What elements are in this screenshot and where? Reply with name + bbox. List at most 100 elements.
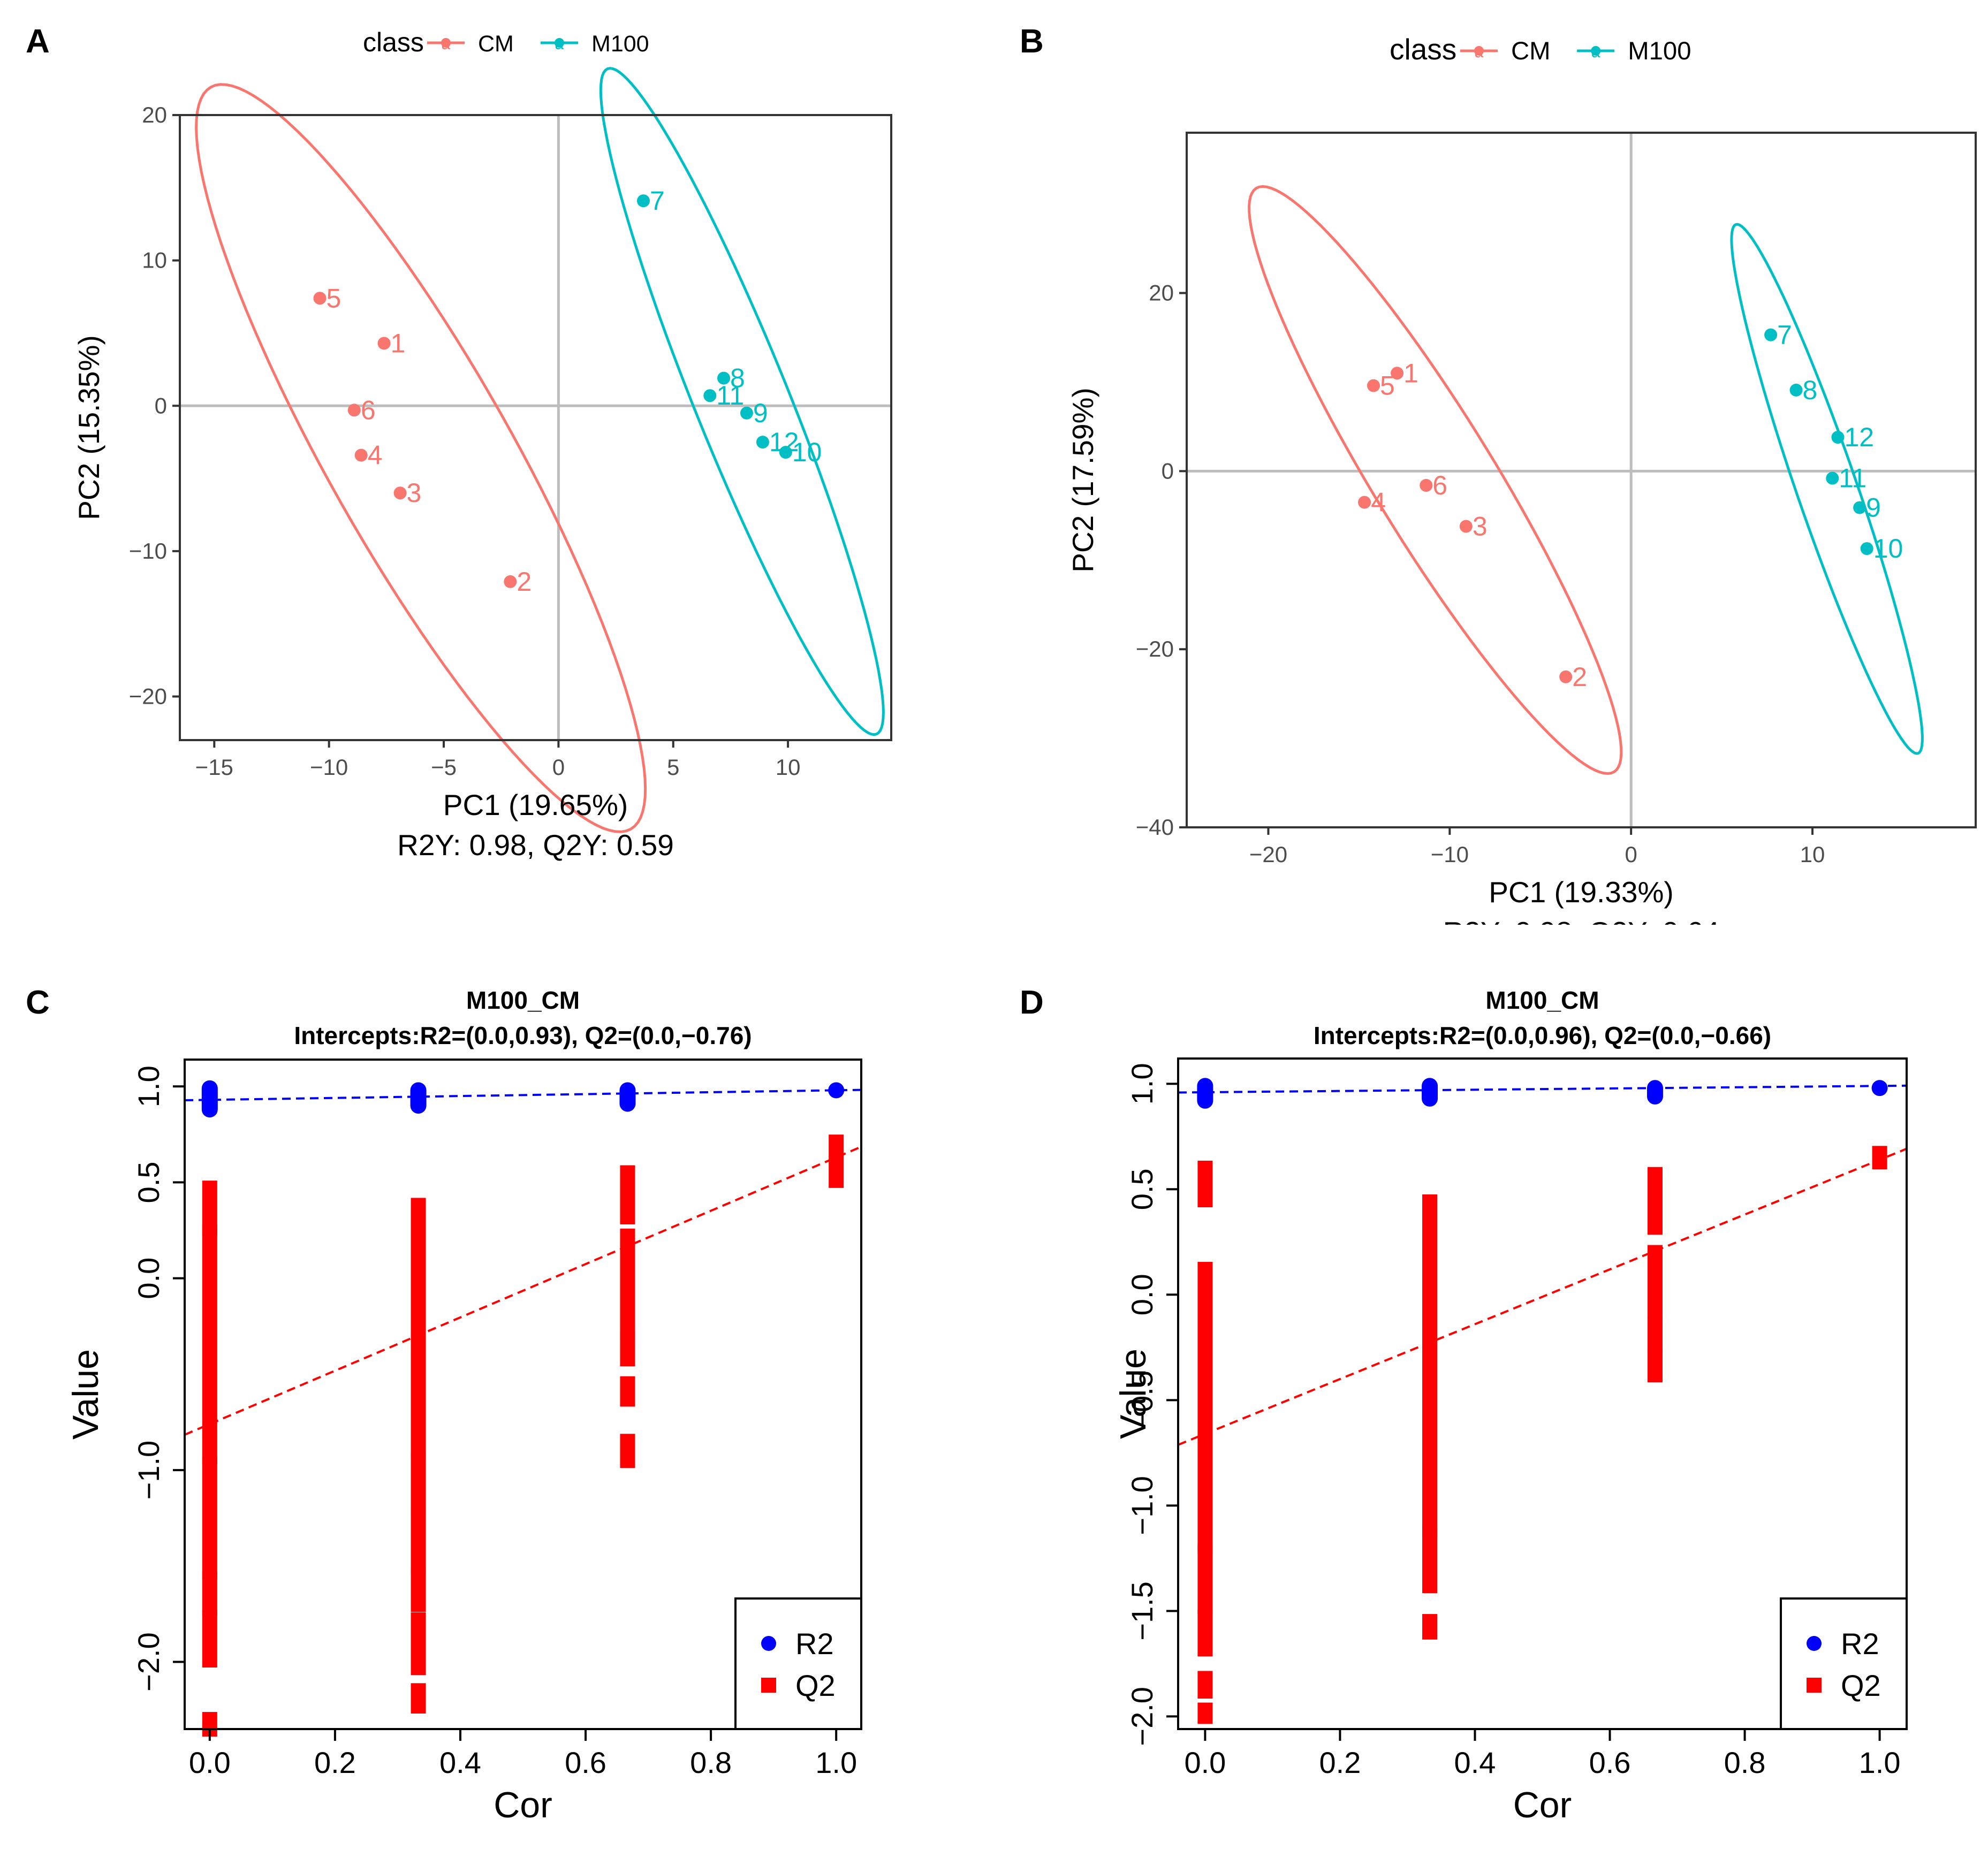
y-tick-label: −1.5 [1125, 1581, 1159, 1641]
sample-label-7: 7 [1777, 320, 1792, 350]
q2-mark [1872, 1146, 1887, 1170]
sample-point-3 [1459, 520, 1473, 533]
r2-mark [1197, 1078, 1213, 1109]
sample-label-10: 10 [792, 437, 822, 467]
y-tick-label: −2.0 [1125, 1687, 1159, 1746]
y-tick-label: −40 [1136, 814, 1174, 840]
r2-mark [201, 1080, 218, 1118]
legend-title: class [1390, 33, 1456, 66]
x-tick-label: 1.0 [1859, 1746, 1901, 1779]
r2-mark [410, 1082, 427, 1114]
legend-key-r2 [761, 1636, 776, 1651]
legend-key-r2 [1807, 1636, 1822, 1651]
x-tick-label: 10 [776, 755, 801, 780]
permutation-plot-c: C M100_CM Intercepts:R2=(0.0,0.93), Q2=(0.… [26, 984, 862, 1825]
q2-mark [620, 1376, 635, 1407]
x-axis-title: Cor [494, 1785, 552, 1825]
x-tick-label: 0 [552, 755, 565, 780]
sample-label-3: 3 [407, 478, 422, 508]
legend-key-point-cm [1474, 46, 1484, 56]
q2-mark [1422, 1194, 1438, 1536]
legend-key-q2 [761, 1678, 776, 1693]
y-tick-label: −2.0 [132, 1632, 165, 1692]
q2-mark [1197, 1160, 1213, 1207]
x-tick-label: 0.2 [1319, 1746, 1361, 1779]
sample-label-3: 3 [1473, 512, 1488, 542]
legend-key-point-m100 [1591, 46, 1601, 56]
q2-mark [202, 1224, 217, 1464]
sample-label-6: 6 [361, 395, 376, 425]
q2-mark [1647, 1348, 1663, 1383]
legend-box [1780, 1597, 1908, 1730]
x-tick-label: 1.0 [815, 1746, 857, 1779]
legend-box [734, 1597, 862, 1730]
q2-mark [411, 1453, 426, 1512]
sample-point-10 [1860, 542, 1873, 555]
legend-key-glyph: a [1591, 43, 1600, 61]
sample-label-5: 5 [1380, 371, 1395, 401]
r2-regression-line [1178, 1084, 1907, 1094]
q2-mark [620, 1228, 635, 1340]
y-tick-label: 20 [142, 102, 167, 127]
y-tick-label: 0 [155, 393, 167, 418]
sample-point-1 [377, 337, 391, 350]
sample-label-12: 12 [769, 427, 799, 457]
plot-title: M100_CM [466, 986, 580, 1014]
x-tick-label: −10 [1431, 842, 1469, 867]
confidence-ellipse-m100 [1730, 223, 1924, 755]
x-tick-label: 0.4 [439, 1746, 481, 1779]
q2-mark [1197, 1610, 1213, 1657]
sample-point-8 [1789, 383, 1803, 397]
r2-mark [1871, 1080, 1888, 1097]
sample-point-10 [779, 446, 792, 459]
sample-point-6 [347, 404, 361, 417]
sample-label-9: 9 [1866, 493, 1881, 523]
x-tick-label: −20 [1249, 842, 1287, 867]
panel-label: C [26, 984, 50, 1021]
y-tick-label: −0.5 [1125, 1371, 1159, 1430]
sample-label-8: 8 [730, 363, 745, 393]
confidence-ellipse-cm [1248, 185, 1623, 775]
q2-mark [411, 1683, 426, 1714]
panel-label: D [1020, 984, 1044, 1021]
legend-key-glyph: a [555, 35, 564, 53]
sample-point-9 [740, 406, 753, 420]
x-axis-title: PC1 (19.33%) [1489, 875, 1673, 909]
x-tick-label: −15 [195, 755, 233, 780]
q2-mark [1647, 1167, 1663, 1235]
legend: class a CM a M100 [1390, 33, 1691, 66]
y-tick-label: −10 [129, 538, 167, 564]
x-tick-label: 0.4 [1454, 1746, 1496, 1779]
plot-frame [184, 1059, 862, 1730]
legend-key-glyph: a [442, 35, 451, 53]
q2-mark [1197, 1671, 1213, 1699]
plot-frame [179, 114, 892, 741]
y-tick-label: 0 [1162, 458, 1174, 483]
q2-mark [202, 1457, 217, 1580]
legend-key-point-m100 [555, 38, 564, 48]
legend-label-m100: M100 [1628, 37, 1691, 65]
r2-mark [828, 1082, 845, 1099]
r2-mark [619, 1082, 636, 1112]
legend-label-cm: CM [478, 31, 514, 57]
x-tick-label: 0 [1625, 842, 1637, 867]
q2-mark [1197, 1702, 1213, 1724]
sample-point-11 [1826, 471, 1839, 485]
y-axis-title: Value [65, 1349, 106, 1440]
x-tick-label: 0.6 [565, 1746, 606, 1779]
q2-mark [829, 1135, 844, 1188]
q2-mark [1647, 1245, 1663, 1319]
sample-label-1: 1 [1403, 358, 1418, 388]
sample-point-7 [636, 194, 650, 208]
plot-subtitle: Intercepts:R2=(0.0,0.96), Q2=(0.0,−0.66) [1314, 1022, 1771, 1049]
panel-d: D M100_CM Intercepts:R2=(0.0,0.96), Q2=(0.… [994, 925, 1988, 1850]
legend-label-m100: M100 [591, 31, 649, 57]
y-tick-label: −20 [129, 684, 167, 709]
sample-point-9 [1853, 501, 1866, 514]
